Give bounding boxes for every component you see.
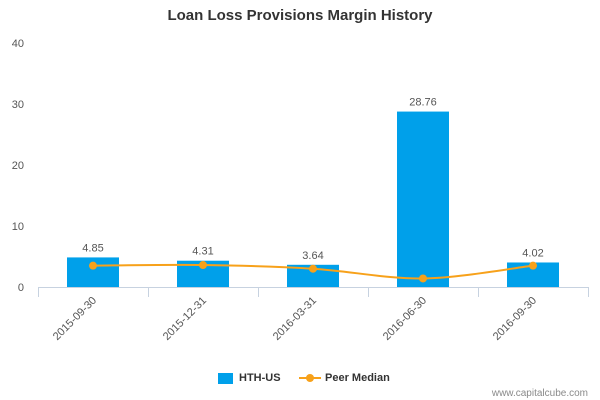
y-tick-label: 40 [12,38,24,50]
bar-data-label: 3.64 [302,250,323,262]
x-tick-label: 2015-09-30 [51,295,99,343]
peer-median-point [199,261,207,270]
legend-swatch-bar [218,372,233,384]
peer-median-points [89,261,537,283]
peer-median-point [419,274,427,283]
legend-swatch-line [299,372,321,384]
bar-data-label: 4.31 [192,246,213,258]
legend-label-hth-us: HTH-US [239,372,281,384]
peer-median-point [529,261,537,270]
y-tick-label: 20 [12,160,24,172]
bar-data-label: 4.85 [82,242,103,254]
watermark: www.capitalcube.com [491,388,588,399]
legend: HTH-US Peer Median [0,372,600,390]
y-axis-ticks: 0 10 20 30 40 [12,38,24,294]
legend-item-peer-median[interactable]: Peer Median [299,372,390,384]
bar-data-labels: 4.85 4.31 3.64 28.76 4.02 [82,97,543,262]
bar [397,111,449,288]
y-tick-label: 30 [12,99,24,111]
y-tick-label: 10 [12,221,24,233]
chart-title: Loan Loss Provisions Margin History [167,7,433,24]
peer-median-point [309,264,317,273]
y-tick-label: 0 [18,282,24,294]
legend-item-hth-us[interactable]: HTH-US [218,372,281,384]
bar-data-label: 4.02 [522,247,543,259]
x-tick-label: 2016-03-31 [271,295,319,343]
x-axis-ticks: 2015-09-30 2015-12-31 2016-03-31 2016-06-30… [38,287,589,343]
x-tick-label: 2015-12-31 [161,295,209,343]
legend-label-peer-median: Peer Median [325,372,390,384]
x-tick-label: 2016-09-30 [491,295,539,343]
x-tick-label: 2016-06-30 [381,295,429,343]
bar-data-label: 28.76 [409,97,437,109]
peer-median-point [89,261,97,270]
